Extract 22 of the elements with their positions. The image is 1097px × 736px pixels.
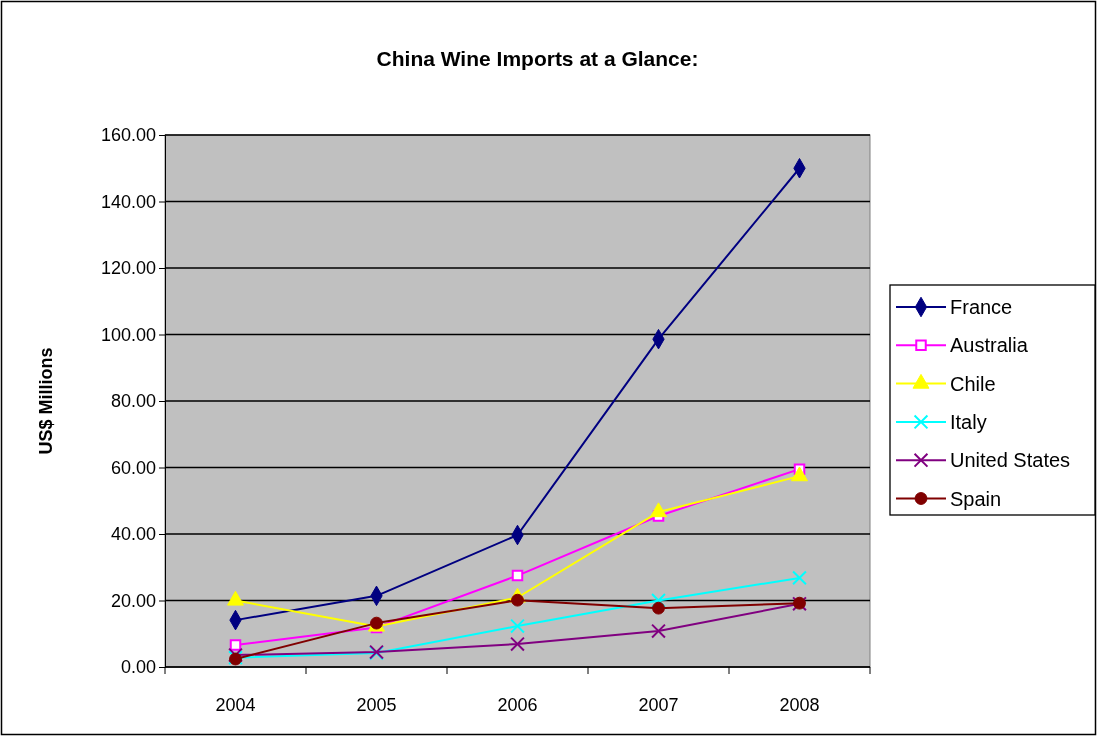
- y-tick-label: 60.00: [110, 457, 156, 478]
- chart-title: China Wine Imports at a Glance:: [376, 47, 699, 70]
- y-tick-label: 120.00: [100, 258, 156, 279]
- y-tick-label: 140.00: [100, 191, 156, 212]
- x-tick-label: 2008: [779, 695, 820, 715]
- legend-label: Chile: [950, 372, 996, 395]
- y-tick-label: 160.00: [100, 125, 156, 146]
- y-tick-label: 20.00: [110, 590, 156, 611]
- x-tick-label: 2004: [215, 695, 256, 715]
- legend-label: Italy: [950, 410, 987, 433]
- y-axis-title: US$ Millions: [36, 347, 56, 455]
- legend-label: Spain: [950, 487, 1002, 510]
- x-tick-label: 2006: [497, 695, 538, 715]
- legend-label: Australia: [950, 334, 1029, 357]
- x-tick-label: 2007: [638, 695, 679, 715]
- legend-label: United States: [950, 449, 1071, 472]
- x-tick-label: 2005: [356, 695, 397, 715]
- y-tick-label: 40.00: [110, 524, 156, 545]
- legend-label: France: [950, 296, 1013, 318]
- y-tick-label: 80.00: [110, 391, 156, 412]
- y-tick-label: 0.00: [120, 657, 156, 678]
- y-tick-label: 100.00: [100, 324, 156, 345]
